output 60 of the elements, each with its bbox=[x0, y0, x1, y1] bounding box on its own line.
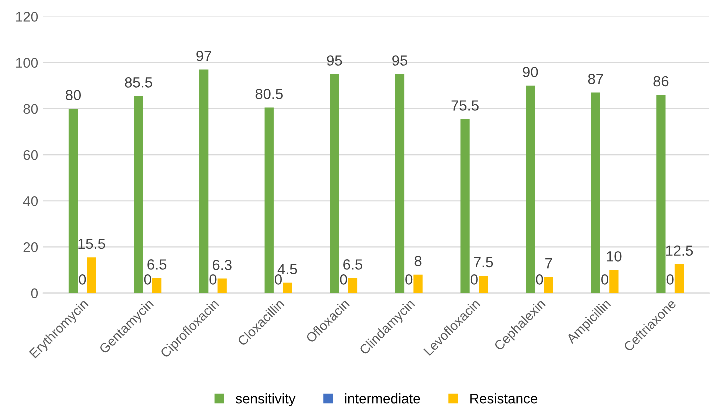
data-label: 6.3 bbox=[212, 260, 232, 270]
bar bbox=[414, 274, 423, 294]
data-label: 0 bbox=[666, 274, 674, 285]
data-label: 97 bbox=[196, 51, 212, 62]
bar bbox=[218, 278, 227, 294]
bar bbox=[68, 108, 78, 294]
bar bbox=[591, 92, 600, 294]
bar bbox=[134, 96, 144, 294]
y-tick-label: 100 bbox=[16, 58, 38, 68]
legend-label: sensitivity bbox=[236, 394, 296, 406]
data-label: 0 bbox=[144, 274, 152, 285]
bar bbox=[610, 270, 619, 294]
data-label: 0 bbox=[602, 274, 609, 285]
data-label: 0 bbox=[340, 274, 348, 285]
bar bbox=[264, 108, 274, 294]
bar bbox=[283, 282, 292, 294]
data-label: 8 bbox=[414, 256, 422, 266]
y-tick-label: 40 bbox=[23, 196, 38, 206]
bar bbox=[526, 86, 536, 294]
data-label: 0 bbox=[275, 274, 282, 285]
data-label: 85.5 bbox=[125, 78, 152, 88]
bar bbox=[395, 74, 405, 294]
data-label: 0 bbox=[470, 274, 478, 285]
data-label: 0 bbox=[536, 274, 544, 285]
data-label: 12.5 bbox=[666, 246, 694, 256]
y-tick-label: 80 bbox=[24, 104, 38, 114]
y-tick-label: 60 bbox=[24, 150, 38, 160]
bar bbox=[200, 70, 209, 294]
data-label: 7 bbox=[546, 258, 552, 269]
data-label: 95 bbox=[327, 56, 342, 66]
bar bbox=[152, 278, 162, 294]
bar bbox=[674, 264, 684, 294]
data-label: 80 bbox=[66, 90, 82, 100]
bar bbox=[479, 276, 488, 294]
data-label: 0 bbox=[406, 274, 413, 285]
data-label: 0 bbox=[79, 274, 86, 285]
data-label: 6.5 bbox=[148, 260, 167, 270]
legend-label: Resistance bbox=[470, 394, 538, 404]
data-label: 87 bbox=[588, 74, 604, 84]
bar bbox=[656, 95, 666, 294]
data-label: 80.5 bbox=[256, 89, 283, 100]
data-label: 90 bbox=[523, 67, 538, 78]
data-label: 75.5 bbox=[452, 100, 479, 111]
data-label: 10 bbox=[607, 251, 622, 262]
y-tick-label: 0 bbox=[31, 288, 38, 298]
data-label: 95 bbox=[392, 56, 408, 66]
bar bbox=[348, 278, 358, 294]
bar bbox=[87, 258, 96, 294]
y-tick-label: 120 bbox=[16, 12, 38, 22]
bar bbox=[460, 119, 470, 294]
data-label: 15.5 bbox=[78, 238, 106, 250]
y-tick-label: 20 bbox=[24, 242, 38, 252]
data-label: 6.5 bbox=[344, 260, 362, 270]
bar bbox=[544, 277, 554, 294]
legend-label: intermediate bbox=[345, 394, 420, 404]
data-label: 4.5 bbox=[278, 264, 298, 274]
bar bbox=[330, 74, 340, 294]
data-label: 7.5 bbox=[474, 257, 494, 268]
data-label: 86 bbox=[654, 76, 669, 87]
data-label: 0 bbox=[210, 274, 217, 285]
